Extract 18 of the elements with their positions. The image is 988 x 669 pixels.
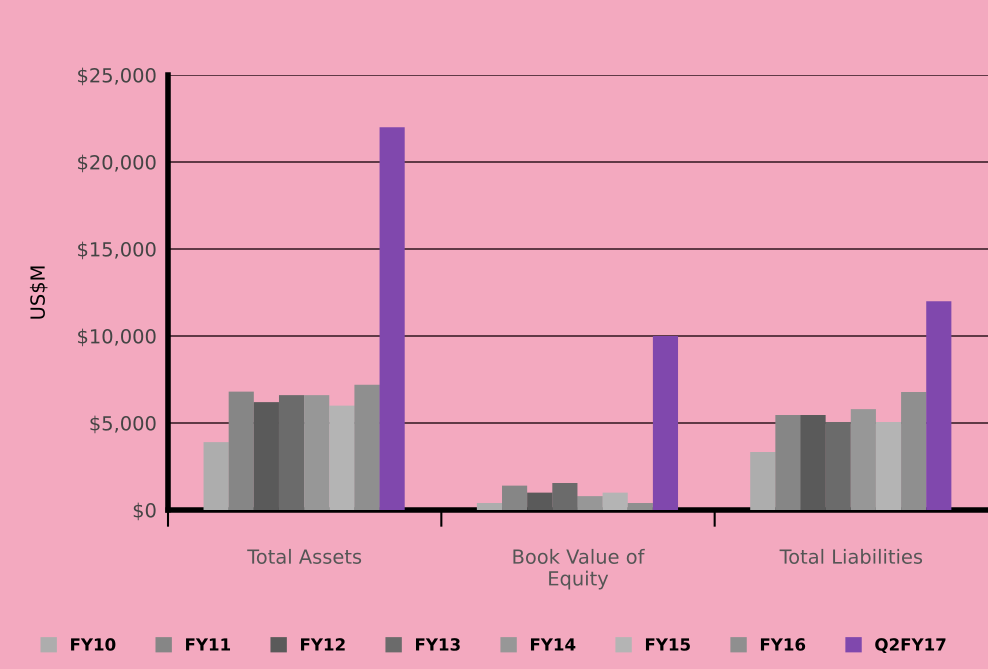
legend-label: FY11 [186, 638, 230, 651]
x-tick-label: Book Value of Equity [513, 548, 645, 590]
y-tick-label: $10,000 [78, 328, 156, 346]
legend-label: FY16 [760, 638, 806, 651]
x-tick-label: Total Liabilities [780, 548, 922, 564]
y-tick-label: $5,000 [90, 416, 156, 434]
legend-label: FY14 [530, 638, 576, 651]
y-tick-label: $0 [134, 502, 156, 520]
y-tick-label: $15,000 [78, 242, 156, 260]
legend-label: Q2FY17 [875, 638, 946, 653]
legend-label: FY10 [71, 638, 116, 651]
legend-label: FY15 [646, 638, 690, 651]
legend-label: FY13 [416, 638, 460, 651]
y-tick-label: $25,000 [78, 68, 156, 86]
y-tick-label: $20,000 [78, 154, 156, 172]
x-tick-label: Total Assets [247, 548, 362, 564]
legend-label: FY12 [301, 638, 345, 651]
y-axis-title: US$M [30, 266, 48, 319]
